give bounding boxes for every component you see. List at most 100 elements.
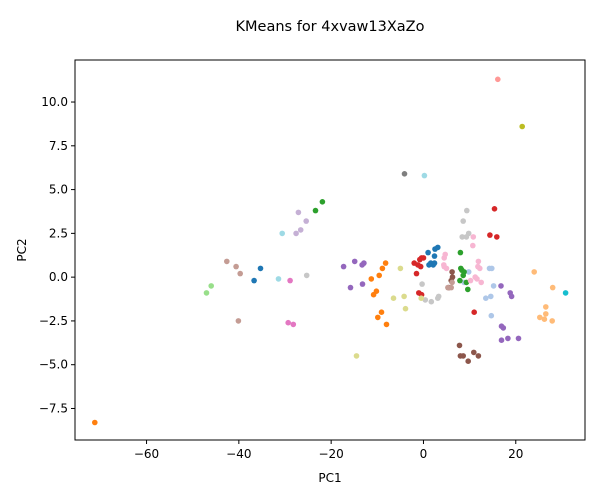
x-tick-label: −40 (226, 447, 251, 461)
data-point-cluster-15-4 (435, 293, 442, 300)
x-axis-label: PC1 (318, 471, 341, 485)
data-point-cluster-8-5 (359, 281, 366, 287)
data-point-cluster-9-0 (295, 209, 302, 216)
data-point-cluster-8-13 (508, 293, 515, 300)
data-point-cluster-8-4 (347, 284, 354, 291)
data-point-cluster-4-8 (457, 277, 463, 284)
data-point-cluster-9-3 (293, 230, 299, 237)
data-point-cluster-12-2 (290, 321, 297, 328)
plot-frame (74, 59, 586, 441)
y-tick-label: 7.5 (49, 139, 68, 153)
data-point-cluster-15-10 (303, 272, 310, 279)
data-point-cluster-13-10 (467, 277, 474, 284)
data-point-cluster-15-8 (464, 207, 470, 214)
data-point-cluster-2-0 (92, 419, 98, 426)
data-point-cluster-11-3 (235, 318, 242, 324)
data-point-cluster-8-8 (500, 325, 507, 331)
data-point-cluster-13-5 (470, 234, 477, 240)
data-point-cluster-2-3 (370, 291, 377, 298)
data-point-cluster-17-4 (401, 293, 407, 300)
data-point-cluster-17-3 (402, 305, 409, 312)
y-tick-label: −2.5 (39, 314, 68, 328)
data-point-cluster-3-5 (549, 318, 555, 324)
data-point-cluster-11-2 (237, 270, 243, 277)
y-tick-label: 5.0 (49, 183, 68, 197)
data-point-cluster-0-0 (257, 265, 264, 272)
x-tick-label: 0 (420, 447, 428, 461)
data-point-cluster-12-1 (285, 319, 292, 326)
data-point-cluster-10-3 (465, 358, 472, 365)
data-point-cluster-2-1 (368, 276, 375, 282)
y-tick-label: −5.0 (39, 358, 68, 372)
data-point-cluster-2-8 (379, 265, 386, 272)
data-point-cluster-4-9 (460, 272, 467, 279)
data-point-cluster-10-2 (460, 353, 467, 359)
data-point-cluster-1-1 (465, 269, 472, 275)
data-point-cluster-19-2 (275, 276, 282, 282)
x-tick-label: 20 (508, 447, 523, 461)
data-point-cluster-8-6 (498, 283, 504, 289)
data-point-cluster-10-0 (456, 342, 463, 349)
y-axis-label: PC2 (15, 238, 29, 261)
data-point-cluster-11-1 (233, 263, 239, 270)
data-point-cluster-13-12 (478, 279, 485, 286)
data-point-cluster-5-0 (208, 283, 214, 289)
y-tick-label: −7.5 (39, 401, 68, 415)
data-point-cluster-13-7 (475, 258, 482, 265)
data-point-cluster-13-4 (443, 265, 450, 272)
data-point-cluster-13-13 (474, 276, 480, 282)
data-point-cluster-18-0 (562, 290, 569, 296)
data-point-cluster-13-9 (477, 265, 483, 272)
points-layer (92, 76, 569, 426)
data-point-cluster-3-4 (543, 311, 549, 317)
data-point-cluster-15-2 (428, 298, 435, 305)
data-point-cluster-6-7 (411, 260, 418, 266)
data-point-cluster-8-2 (361, 260, 367, 266)
data-point-cluster-1-4 (483, 295, 489, 302)
data-point-cluster-4-0 (319, 199, 326, 205)
data-point-cluster-12-0 (287, 277, 293, 284)
data-point-cluster-16-0 (519, 123, 525, 130)
data-point-cluster-1-7 (490, 283, 497, 289)
data-point-cluster-8-3 (340, 263, 347, 270)
data-point-cluster-6-0 (491, 206, 498, 212)
data-point-cluster-0-5 (431, 253, 438, 259)
data-point-cluster-0-1 (251, 277, 257, 284)
data-point-cluster-6-9 (417, 263, 424, 270)
data-point-cluster-17-0 (353, 353, 360, 359)
data-point-cluster-13-6 (470, 242, 476, 249)
data-point-cluster-8-10 (505, 335, 511, 342)
data-point-cluster-2-6 (383, 321, 390, 328)
data-point-cluster-2-4 (375, 314, 381, 321)
data-point-cluster-9-2 (297, 227, 304, 233)
data-point-cluster-6-1 (487, 232, 493, 238)
data-point-cluster-6-2 (494, 234, 500, 240)
data-point-cluster-13-2 (442, 251, 449, 258)
data-point-cluster-17-5 (418, 295, 425, 302)
data-point-cluster-8-0 (351, 258, 358, 265)
data-point-cluster-7-0 (495, 76, 501, 83)
data-point-cluster-0-2 (425, 249, 431, 256)
data-point-cluster-6-12 (471, 309, 478, 316)
data-point-cluster-1-3 (489, 265, 495, 272)
data-point-cluster-2-9 (382, 260, 389, 266)
data-point-cluster-8-9 (498, 337, 505, 344)
y-tick-label: 10.0 (41, 95, 68, 109)
y-tick-label: 2.5 (49, 226, 68, 240)
data-point-cluster-11-0 (224, 258, 230, 265)
data-point-cluster-15-5 (460, 218, 467, 224)
data-point-cluster-4-1 (312, 207, 319, 214)
data-point-cluster-5-1 (203, 290, 210, 296)
data-point-cluster-15-6 (459, 234, 466, 240)
data-point-cluster-0-9 (431, 260, 438, 266)
ticks-layer: −60 −40 −20 0 20 −7.5 −5.0 −2.5 0.0 2.5 5.0 7.5 10.0 (39, 95, 524, 461)
data-point-cluster-2-5 (378, 309, 385, 316)
data-point-cluster-10-5 (475, 353, 482, 359)
chart-title: KMeans for 4xvaw13XaZo (236, 19, 425, 35)
data-point-cluster-4-7 (465, 286, 471, 293)
data-point-cluster-17-2 (397, 265, 404, 272)
data-point-cluster-15-0 (419, 281, 425, 287)
data-point-cluster-3-6 (531, 269, 537, 275)
